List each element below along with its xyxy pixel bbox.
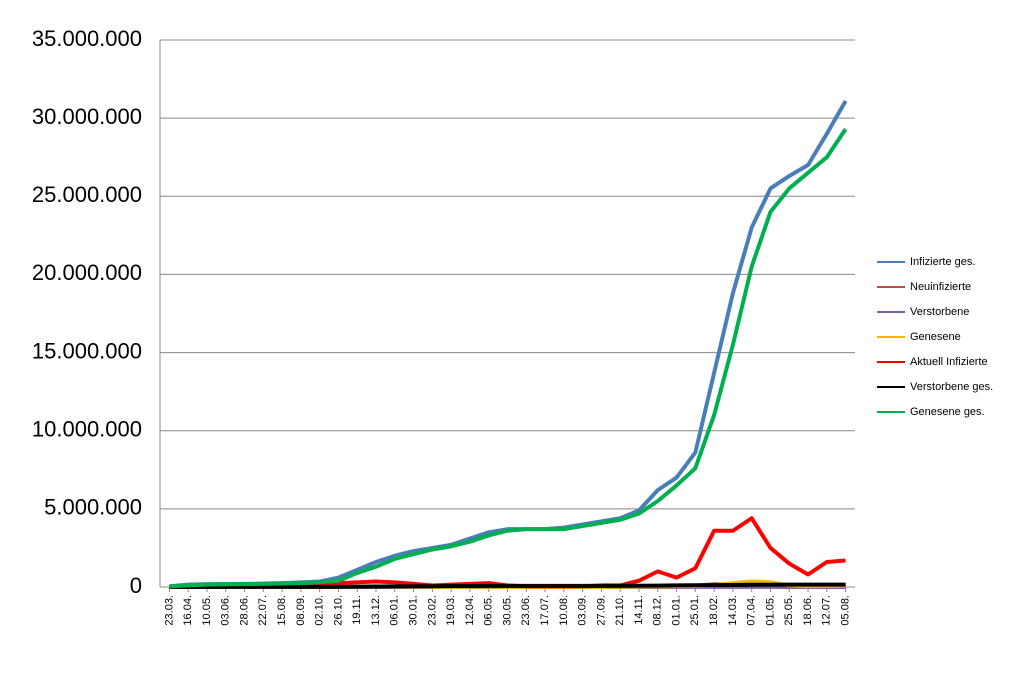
x-tick-label: 28.06. [238, 595, 250, 626]
x-tick-label: 12.04. [464, 595, 476, 626]
series-line [169, 582, 846, 589]
y-tick-label: 35.000.000 [32, 26, 142, 51]
x-tick-label: 30.05. [501, 595, 513, 626]
x-tick-label: 12.07. [821, 595, 833, 626]
y-tick-label: 15.000.000 [32, 338, 142, 363]
x-tick-label: 14.11. [633, 595, 645, 625]
x-tick-label: 21.10. [614, 595, 626, 626]
x-tick-label: 08.12. [652, 595, 664, 626]
x-tick-label: 01.05. [764, 595, 776, 626]
y-tick-label: 5.000.000 [44, 495, 142, 520]
x-tick-label: 18.02. [708, 595, 720, 626]
x-tick-label: 26.10. [332, 595, 344, 626]
x-tick-label: 13.12. [370, 595, 382, 626]
x-tick-label: 16.04. [182, 595, 194, 626]
legend-label: Neuinfizierte [910, 281, 971, 293]
x-tick-label: 17.07. [539, 595, 551, 626]
x-tick-label: 02.10. [314, 595, 326, 626]
x-tick-label: 23.02. [426, 595, 438, 626]
x-tick-label: 03.09. [577, 595, 589, 626]
x-tick-label: 22.07. [257, 595, 269, 626]
x-tick-label: 23.06. [520, 595, 532, 626]
x-tick-label: 10.08. [558, 595, 570, 626]
legend-label: Genesene [910, 331, 961, 343]
x-tick-label: 08.09. [295, 595, 307, 626]
x-tick-label: 30.01. [407, 595, 419, 626]
x-tick-label: 10.05. [201, 595, 213, 626]
x-tick-label: 07.04. [746, 595, 758, 626]
x-tick-label: 27.09. [595, 595, 607, 626]
x-tick-label: 15.08. [276, 595, 288, 626]
y-tick-label: 10.000.000 [32, 417, 142, 442]
x-tick-label: 25.05. [783, 595, 795, 626]
series-line [169, 99, 848, 589]
x-tick-label: 23.03. [163, 595, 175, 626]
x-tick-label: 06.01. [389, 595, 401, 626]
x-tick-label: 06.05. [483, 595, 495, 626]
x-tick-label: 25.01. [689, 595, 701, 626]
legend-label: Verstorbene [910, 306, 969, 318]
x-tick-label: 19.11. [351, 595, 363, 625]
x-tick-label: 19.03. [445, 595, 457, 626]
y-tick-label: 20.000.000 [32, 260, 142, 285]
legend-label: Genesene ges. [910, 406, 985, 418]
y-tick-label: 0 [130, 573, 142, 598]
x-tick-label: 03.06. [220, 595, 232, 626]
x-tick-label: 05.08. [840, 595, 852, 626]
x-tick-label: 18.06. [802, 595, 814, 626]
legend-label: Verstorbene ges. [910, 381, 993, 393]
series-line [169, 127, 848, 589]
x-tick-label: 14.03. [727, 595, 739, 626]
x-tick-label: 01.01. [670, 595, 682, 626]
legend-label: Aktuell Infizierte [910, 356, 988, 368]
legend-label: Infizierte ges. [910, 256, 975, 268]
y-tick-label: 30.000.000 [32, 104, 142, 129]
y-tick-label: 25.000.000 [32, 182, 142, 207]
